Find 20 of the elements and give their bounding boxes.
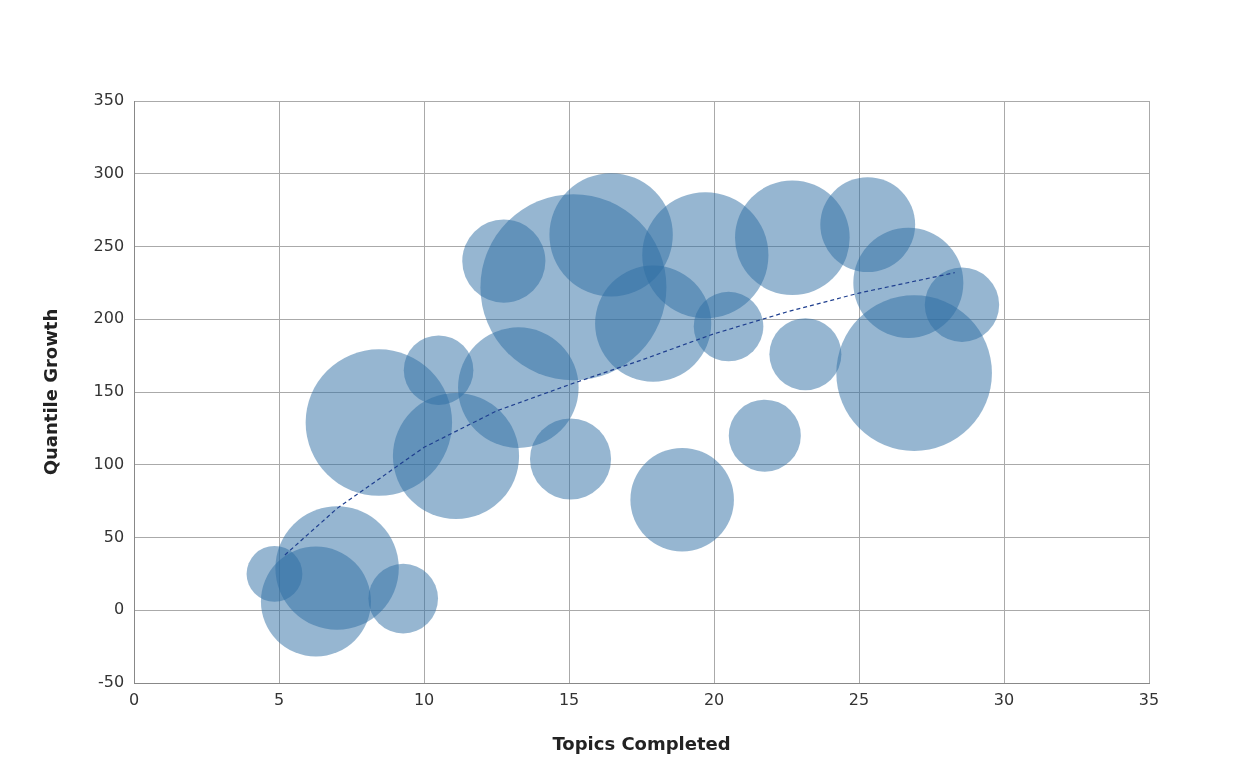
x-axis-title: Topics Completed [552,732,731,754]
y-tick-label: 0 [113,599,125,619]
x-tick-label: 30 [993,689,1015,709]
x-tick-label: 10 [413,689,435,709]
y-tick-label: -50 [98,672,125,692]
y-tick-label: 300 [93,162,125,182]
y-tick-label: 350 [93,90,125,110]
x-tick-label: 20 [703,689,725,709]
x-tick-label: 5 [274,689,285,709]
x-tick-label: 25 [848,689,870,709]
y-axis-title: Quantile Growth [40,308,62,476]
y-tick-label: 250 [93,235,125,255]
x-tick-label: 15 [558,689,580,709]
y-tick-label: 200 [93,308,125,328]
x-tick-label: 0 [129,689,140,709]
y-tick-label: 100 [93,453,125,473]
y-tick-label: 150 [93,381,125,401]
y-tick-label: 50 [103,526,125,546]
line-series [284,272,956,556]
x-tick-label: 35 [1138,689,1160,709]
